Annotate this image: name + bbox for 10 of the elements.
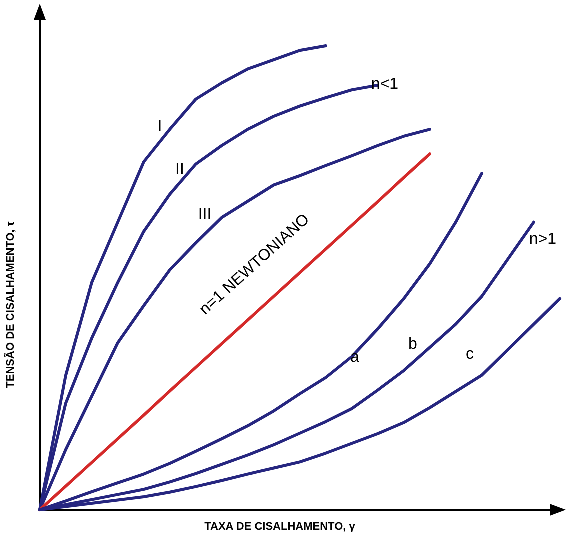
- y-axis-title: TENSÃO DE CISALHAMENTO, τ: [4, 222, 17, 388]
- annotation: c: [466, 346, 474, 364]
- annotation: III: [198, 206, 212, 224]
- annotation: b: [408, 336, 418, 354]
- x-axis-title: TAXA DE CISALHAMENTO, γ: [204, 521, 356, 533]
- annotation: a: [350, 349, 360, 366]
- annotation: n>1: [529, 231, 557, 248]
- annotation: n<1: [371, 76, 399, 94]
- annotation: I: [158, 118, 162, 136]
- annotation: II: [176, 161, 184, 178]
